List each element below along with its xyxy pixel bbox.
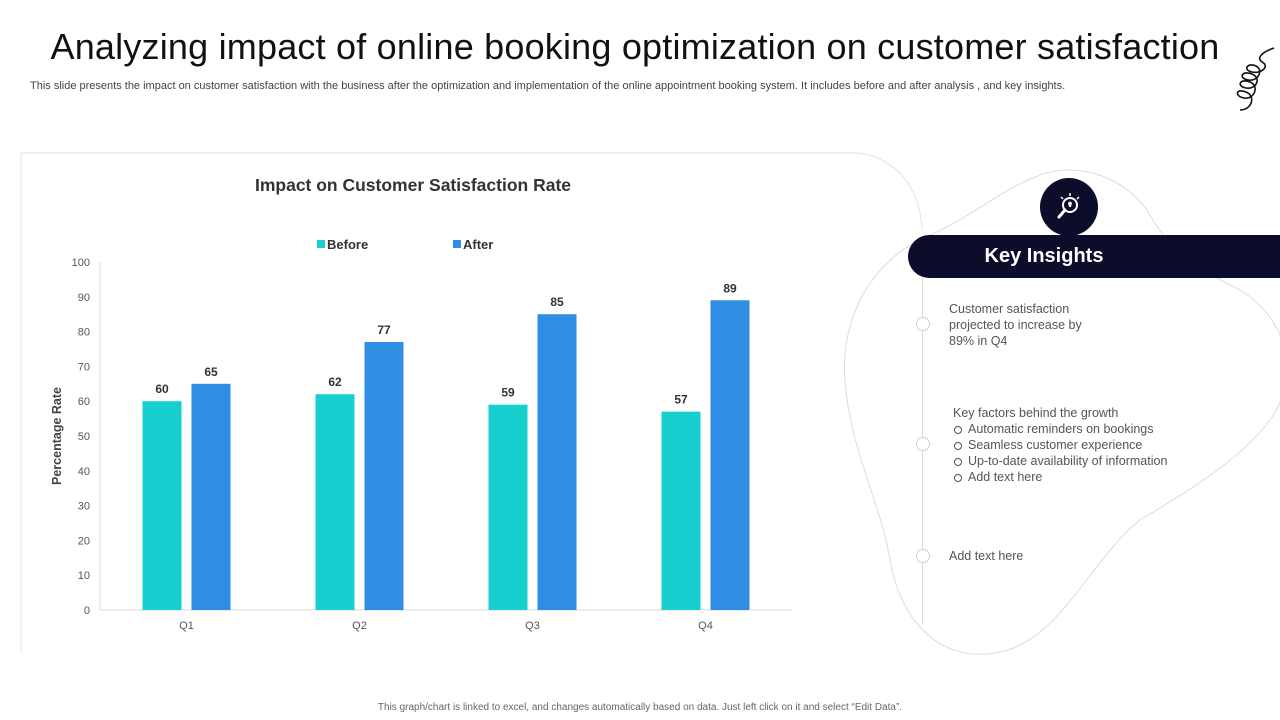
data-labels-group: 60 65 62 77 59 85 57 89 [155,281,737,406]
insight-bullet: Up-to-date availability of information [953,453,1213,469]
legend-swatch-before [317,240,325,248]
page-title: Analyzing impact of online booking optim… [50,26,1220,67]
y-tick-label: 0 [84,605,90,617]
data-label: 89 [723,281,737,295]
timeline-dot [916,437,930,451]
insight-bullet: Add text here [953,469,1213,485]
insight-item-1: Customer satisfaction projected to incre… [949,302,1082,348]
data-label: 65 [204,365,218,379]
bar-chart: Impact on Customer Satisfaction Rate Bef… [50,175,792,632]
y-tick-label: 90 [78,292,90,304]
x-tick-label: Q1 [179,620,194,632]
y-tick-label: 40 [78,466,90,478]
y-axis-label: Percentage Rate [50,387,64,485]
insight-bullet: Seamless customer experience [953,437,1213,453]
data-label: 62 [328,375,342,389]
legend-label-before: Before [327,237,368,252]
bar-before-q3 [488,404,528,610]
insight-item-2: Key factors behind the growth Automatic … [953,405,1213,485]
bar-after-q1 [191,383,231,610]
x-tick-label: Q2 [352,620,367,632]
y-tick-label: 100 [72,257,90,269]
y-tick-label: 20 [78,535,90,547]
insight-bullet: Automatic reminders on bookings [953,421,1213,437]
bar-after-q4 [710,300,750,610]
legend-swatch-after [453,240,461,248]
y-tick-label: 70 [78,361,90,373]
data-label: 77 [377,323,391,337]
x-axis: Q1 Q2 Q3 Q4 [100,609,792,632]
timeline-dot [916,317,930,331]
swirl-decoration-icon [1236,47,1275,111]
bar-before-q1 [142,401,182,610]
chart-title: Impact on Customer Satisfaction Rate [255,175,571,195]
data-label: 59 [501,386,515,400]
chart-legend: Before After [317,237,493,252]
data-label: 60 [155,382,169,396]
bar-after-q2 [364,342,404,610]
y-tick-label: 50 [78,431,90,443]
y-axis: 0 10 20 30 40 50 60 70 80 90 100 [72,257,101,617]
insight-item-3: Add text here [949,549,1024,563]
bar-before-q2 [315,394,355,610]
timeline-dot [916,549,930,563]
y-tick-label: 60 [78,396,90,408]
chart-panel-outline [20,152,923,653]
insight-bullet-list: Automatic reminders on bookings Seamless… [953,421,1213,485]
legend-label-after: After [463,237,493,252]
bar-after-q3 [537,314,577,610]
x-tick-label: Q4 [698,620,713,632]
lightbulb-magnifier-icon [1040,178,1098,236]
bar-before-q4 [661,411,701,610]
y-tick-label: 80 [78,327,90,339]
data-label: 57 [674,393,688,407]
data-label: 85 [550,295,564,309]
x-tick-label: Q3 [525,620,540,632]
y-tick-label: 10 [78,570,90,582]
y-tick-label: 30 [78,501,90,513]
page-subtitle: This slide presents the impact on custom… [30,80,1066,92]
bars-group [142,300,750,610]
insight-item-2-title: Key factors behind the growth [953,406,1119,420]
footer-note: This graph/chart is linked to excel, and… [377,702,903,713]
key-insights-header: Key Insights [908,235,1280,278]
